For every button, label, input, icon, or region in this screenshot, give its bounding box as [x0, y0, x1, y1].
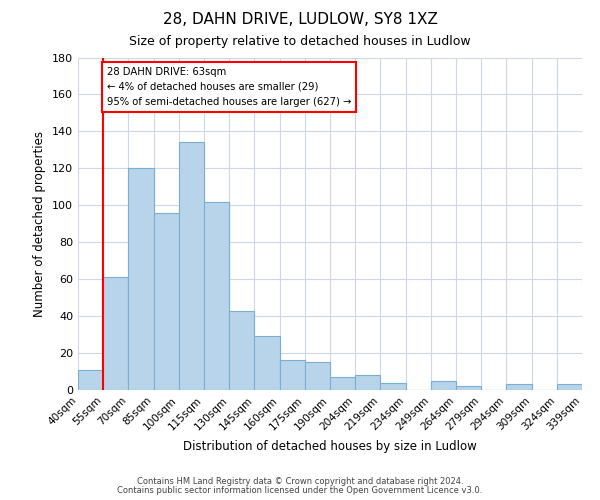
Bar [204, 202, 229, 390]
Bar [103, 278, 128, 390]
Bar [330, 377, 355, 390]
Text: 28 DAHN DRIVE: 63sqm
← 4% of detached houses are smaller (29)
95% of semi-detach: 28 DAHN DRIVE: 63sqm ← 4% of detached ho… [107, 66, 352, 107]
Bar [280, 360, 305, 390]
Text: Contains public sector information licensed under the Open Government Licence v3: Contains public sector information licen… [118, 486, 482, 495]
Bar [254, 336, 280, 390]
Bar [229, 310, 254, 390]
Bar [506, 384, 532, 390]
Bar [128, 168, 154, 390]
Bar [355, 375, 380, 390]
Bar [557, 384, 582, 390]
Bar [305, 362, 330, 390]
Y-axis label: Number of detached properties: Number of detached properties [34, 130, 46, 317]
Bar [456, 386, 481, 390]
Bar [78, 370, 103, 390]
Bar [431, 381, 456, 390]
Bar [154, 212, 179, 390]
Text: 28, DAHN DRIVE, LUDLOW, SY8 1XZ: 28, DAHN DRIVE, LUDLOW, SY8 1XZ [163, 12, 437, 28]
Bar [380, 382, 406, 390]
X-axis label: Distribution of detached houses by size in Ludlow: Distribution of detached houses by size … [183, 440, 477, 453]
Bar [179, 142, 204, 390]
Text: Size of property relative to detached houses in Ludlow: Size of property relative to detached ho… [129, 35, 471, 48]
Text: Contains HM Land Registry data © Crown copyright and database right 2024.: Contains HM Land Registry data © Crown c… [137, 477, 463, 486]
